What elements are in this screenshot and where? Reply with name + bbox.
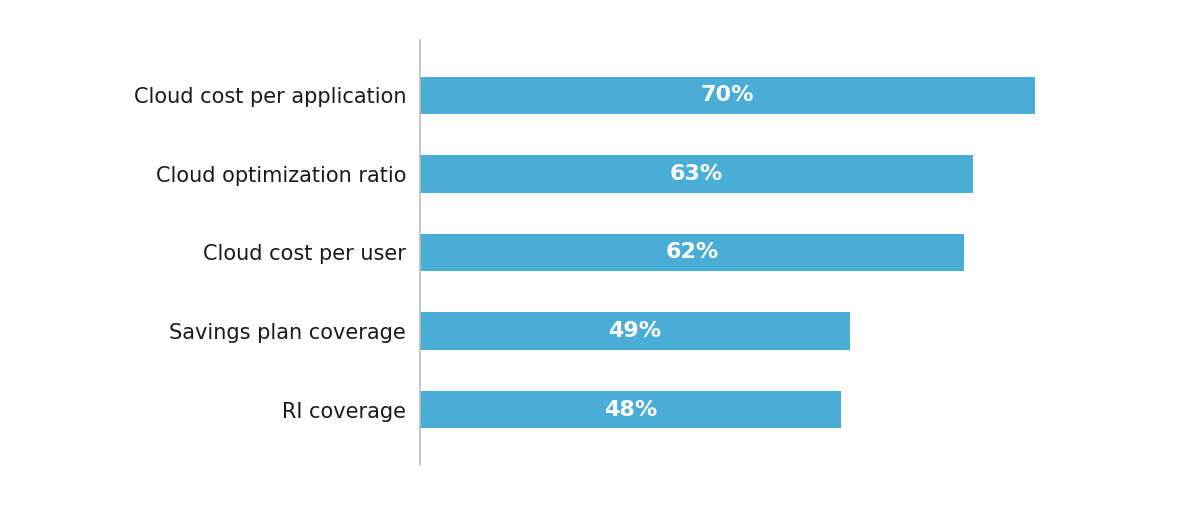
Text: 62%: 62% <box>666 242 719 263</box>
Bar <box>420 155 973 193</box>
Bar <box>420 234 965 271</box>
Text: 48%: 48% <box>604 399 658 420</box>
Bar <box>420 312 851 350</box>
Bar <box>420 77 1034 114</box>
Text: 49%: 49% <box>608 321 661 341</box>
Text: 70%: 70% <box>701 85 754 106</box>
Bar <box>420 391 841 428</box>
Text: 63%: 63% <box>670 164 724 184</box>
